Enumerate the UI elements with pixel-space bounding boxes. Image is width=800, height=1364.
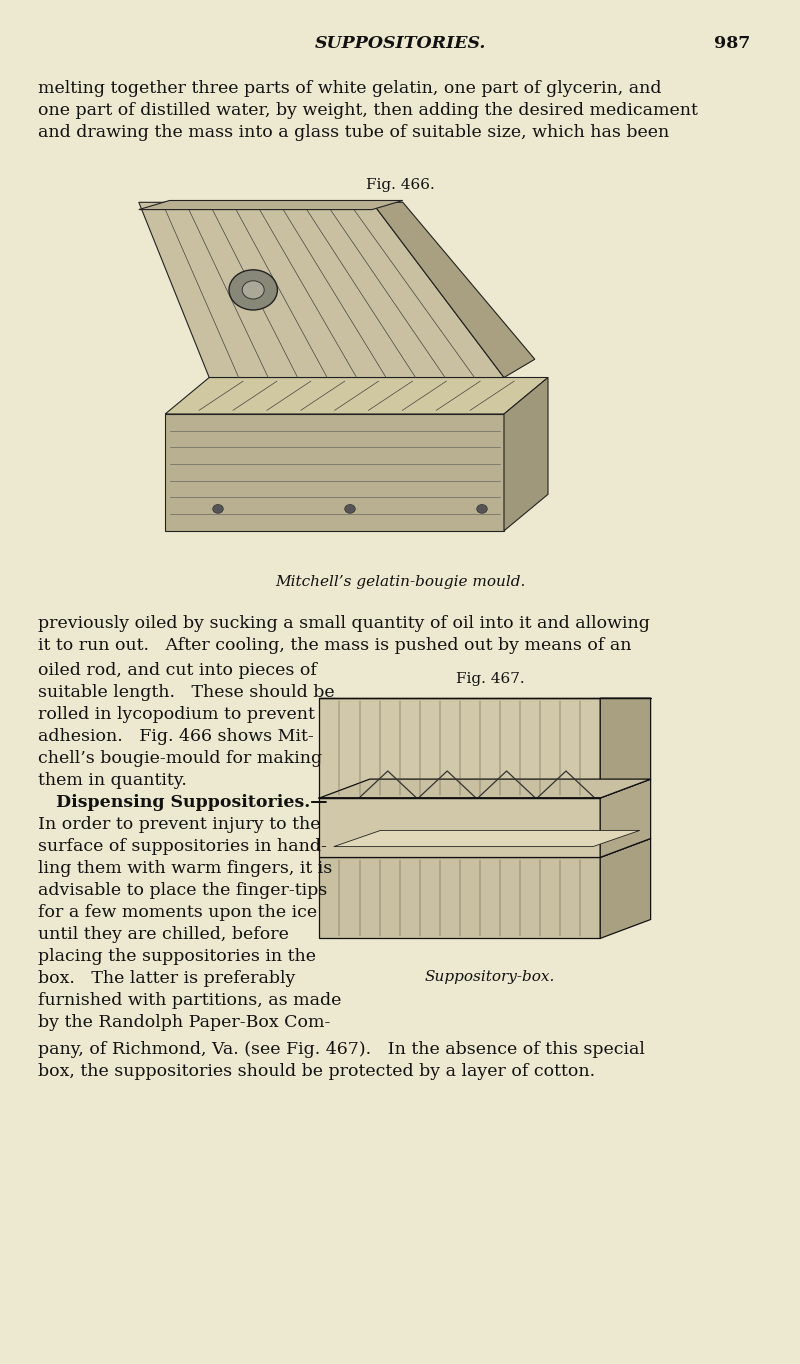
Polygon shape (165, 378, 548, 415)
Text: it to run out.   After cooling, the mass is pushed out by means of an: it to run out. After cooling, the mass i… (38, 637, 631, 653)
Polygon shape (319, 858, 600, 938)
Polygon shape (600, 779, 650, 858)
Polygon shape (165, 415, 504, 531)
Text: 987: 987 (714, 35, 750, 52)
Text: SUPPOSITORIES.: SUPPOSITORIES. (314, 35, 486, 52)
Polygon shape (319, 779, 650, 798)
Text: and drawing the mass into a glass tube of suitable size, which has been: and drawing the mass into a glass tube o… (38, 124, 670, 140)
Text: box, the suppositories should be protected by a layer of cotton.: box, the suppositories should be protect… (38, 1063, 595, 1080)
Text: them in quantity.: them in quantity. (38, 772, 187, 788)
Text: ling them with warm fingers, it is: ling them with warm fingers, it is (38, 859, 332, 877)
Text: Fig. 466.: Fig. 466. (366, 177, 434, 192)
Text: furnished with partitions, as made: furnished with partitions, as made (38, 992, 342, 1009)
Polygon shape (139, 201, 403, 210)
Circle shape (477, 505, 487, 513)
Text: Mitchell’s gelatin-bougie mould.: Mitchell’s gelatin-bougie mould. (275, 576, 525, 589)
Polygon shape (139, 202, 504, 378)
Text: Dispensing Suppositories.—: Dispensing Suppositories.— (38, 794, 327, 812)
Circle shape (229, 270, 278, 310)
Text: by the Randolph Paper-Box Com-: by the Randolph Paper-Box Com- (38, 1013, 330, 1031)
Circle shape (213, 505, 223, 513)
Circle shape (242, 281, 264, 299)
Text: chell’s bougie-mould for making: chell’s bougie-mould for making (38, 750, 322, 767)
Text: placing the suppositories in the: placing the suppositories in the (38, 948, 316, 964)
Text: advisable to place the finger-tips: advisable to place the finger-tips (38, 883, 327, 899)
Polygon shape (372, 202, 534, 378)
Polygon shape (334, 831, 640, 847)
Text: box.   The latter is preferably: box. The latter is preferably (38, 970, 295, 988)
Text: for a few moments upon the ice: for a few moments upon the ice (38, 904, 317, 921)
Text: until they are chilled, before: until they are chilled, before (38, 926, 289, 943)
Text: suitable length.   These should be: suitable length. These should be (38, 683, 334, 701)
Text: Fig. 467.: Fig. 467. (456, 672, 524, 686)
Polygon shape (600, 698, 650, 798)
Polygon shape (319, 798, 600, 858)
Text: surface of suppositories in hand-: surface of suppositories in hand- (38, 837, 327, 855)
Text: In order to prevent injury to the: In order to prevent injury to the (38, 816, 321, 833)
Text: oiled rod, and cut into pieces of: oiled rod, and cut into pieces of (38, 662, 317, 679)
Polygon shape (319, 839, 650, 858)
Polygon shape (600, 839, 650, 938)
Polygon shape (319, 698, 600, 798)
Text: melting together three parts of white gelatin, one part of glycerin, and: melting together three parts of white ge… (38, 80, 662, 97)
Text: Suppository-box.: Suppository-box. (425, 970, 555, 983)
Text: adhesion.   Fig. 466 shows Mit-: adhesion. Fig. 466 shows Mit- (38, 728, 314, 745)
Text: one part of distilled water, by weight, then adding the desired medicament: one part of distilled water, by weight, … (38, 102, 698, 119)
Text: previously oiled by sucking a small quantity of oil into it and allowing: previously oiled by sucking a small quan… (38, 615, 650, 632)
Circle shape (345, 505, 355, 513)
Text: rolled in lycopodium to prevent: rolled in lycopodium to prevent (38, 707, 315, 723)
Polygon shape (504, 378, 548, 531)
Text: pany, of Richmond, Va. (see Fig. 467).   In the absence of this special: pany, of Richmond, Va. (see Fig. 467). I… (38, 1041, 645, 1058)
